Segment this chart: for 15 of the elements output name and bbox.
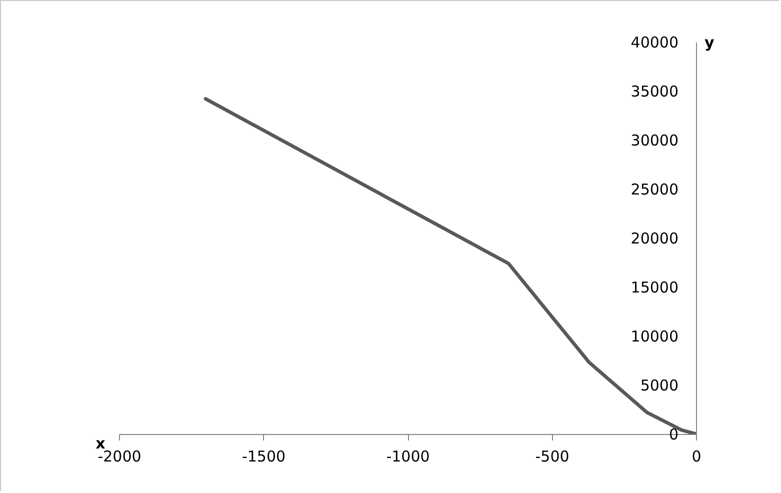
x-tick-label: -1500 bbox=[242, 448, 286, 466]
y-tick-label: 40000 bbox=[630, 34, 678, 52]
y-tick-label: 5000 bbox=[640, 376, 678, 394]
y-axis-title: y bbox=[704, 34, 714, 52]
x-tick-label: 0 bbox=[692, 448, 702, 466]
y-tick-label: 35000 bbox=[630, 82, 678, 100]
y-tick-label: 10000 bbox=[630, 328, 678, 346]
y-tick-label: 25000 bbox=[630, 180, 678, 198]
y-tick-label: 15000 bbox=[630, 278, 678, 296]
x-tick-label: -2000 bbox=[98, 448, 142, 466]
x-tick-label: -500 bbox=[535, 448, 570, 466]
y-tick-label: 30000 bbox=[630, 132, 678, 150]
y-tick-label: 0 bbox=[668, 426, 678, 444]
y-tick-label: 20000 bbox=[630, 230, 678, 248]
x-tick-label: -1000 bbox=[386, 448, 430, 466]
